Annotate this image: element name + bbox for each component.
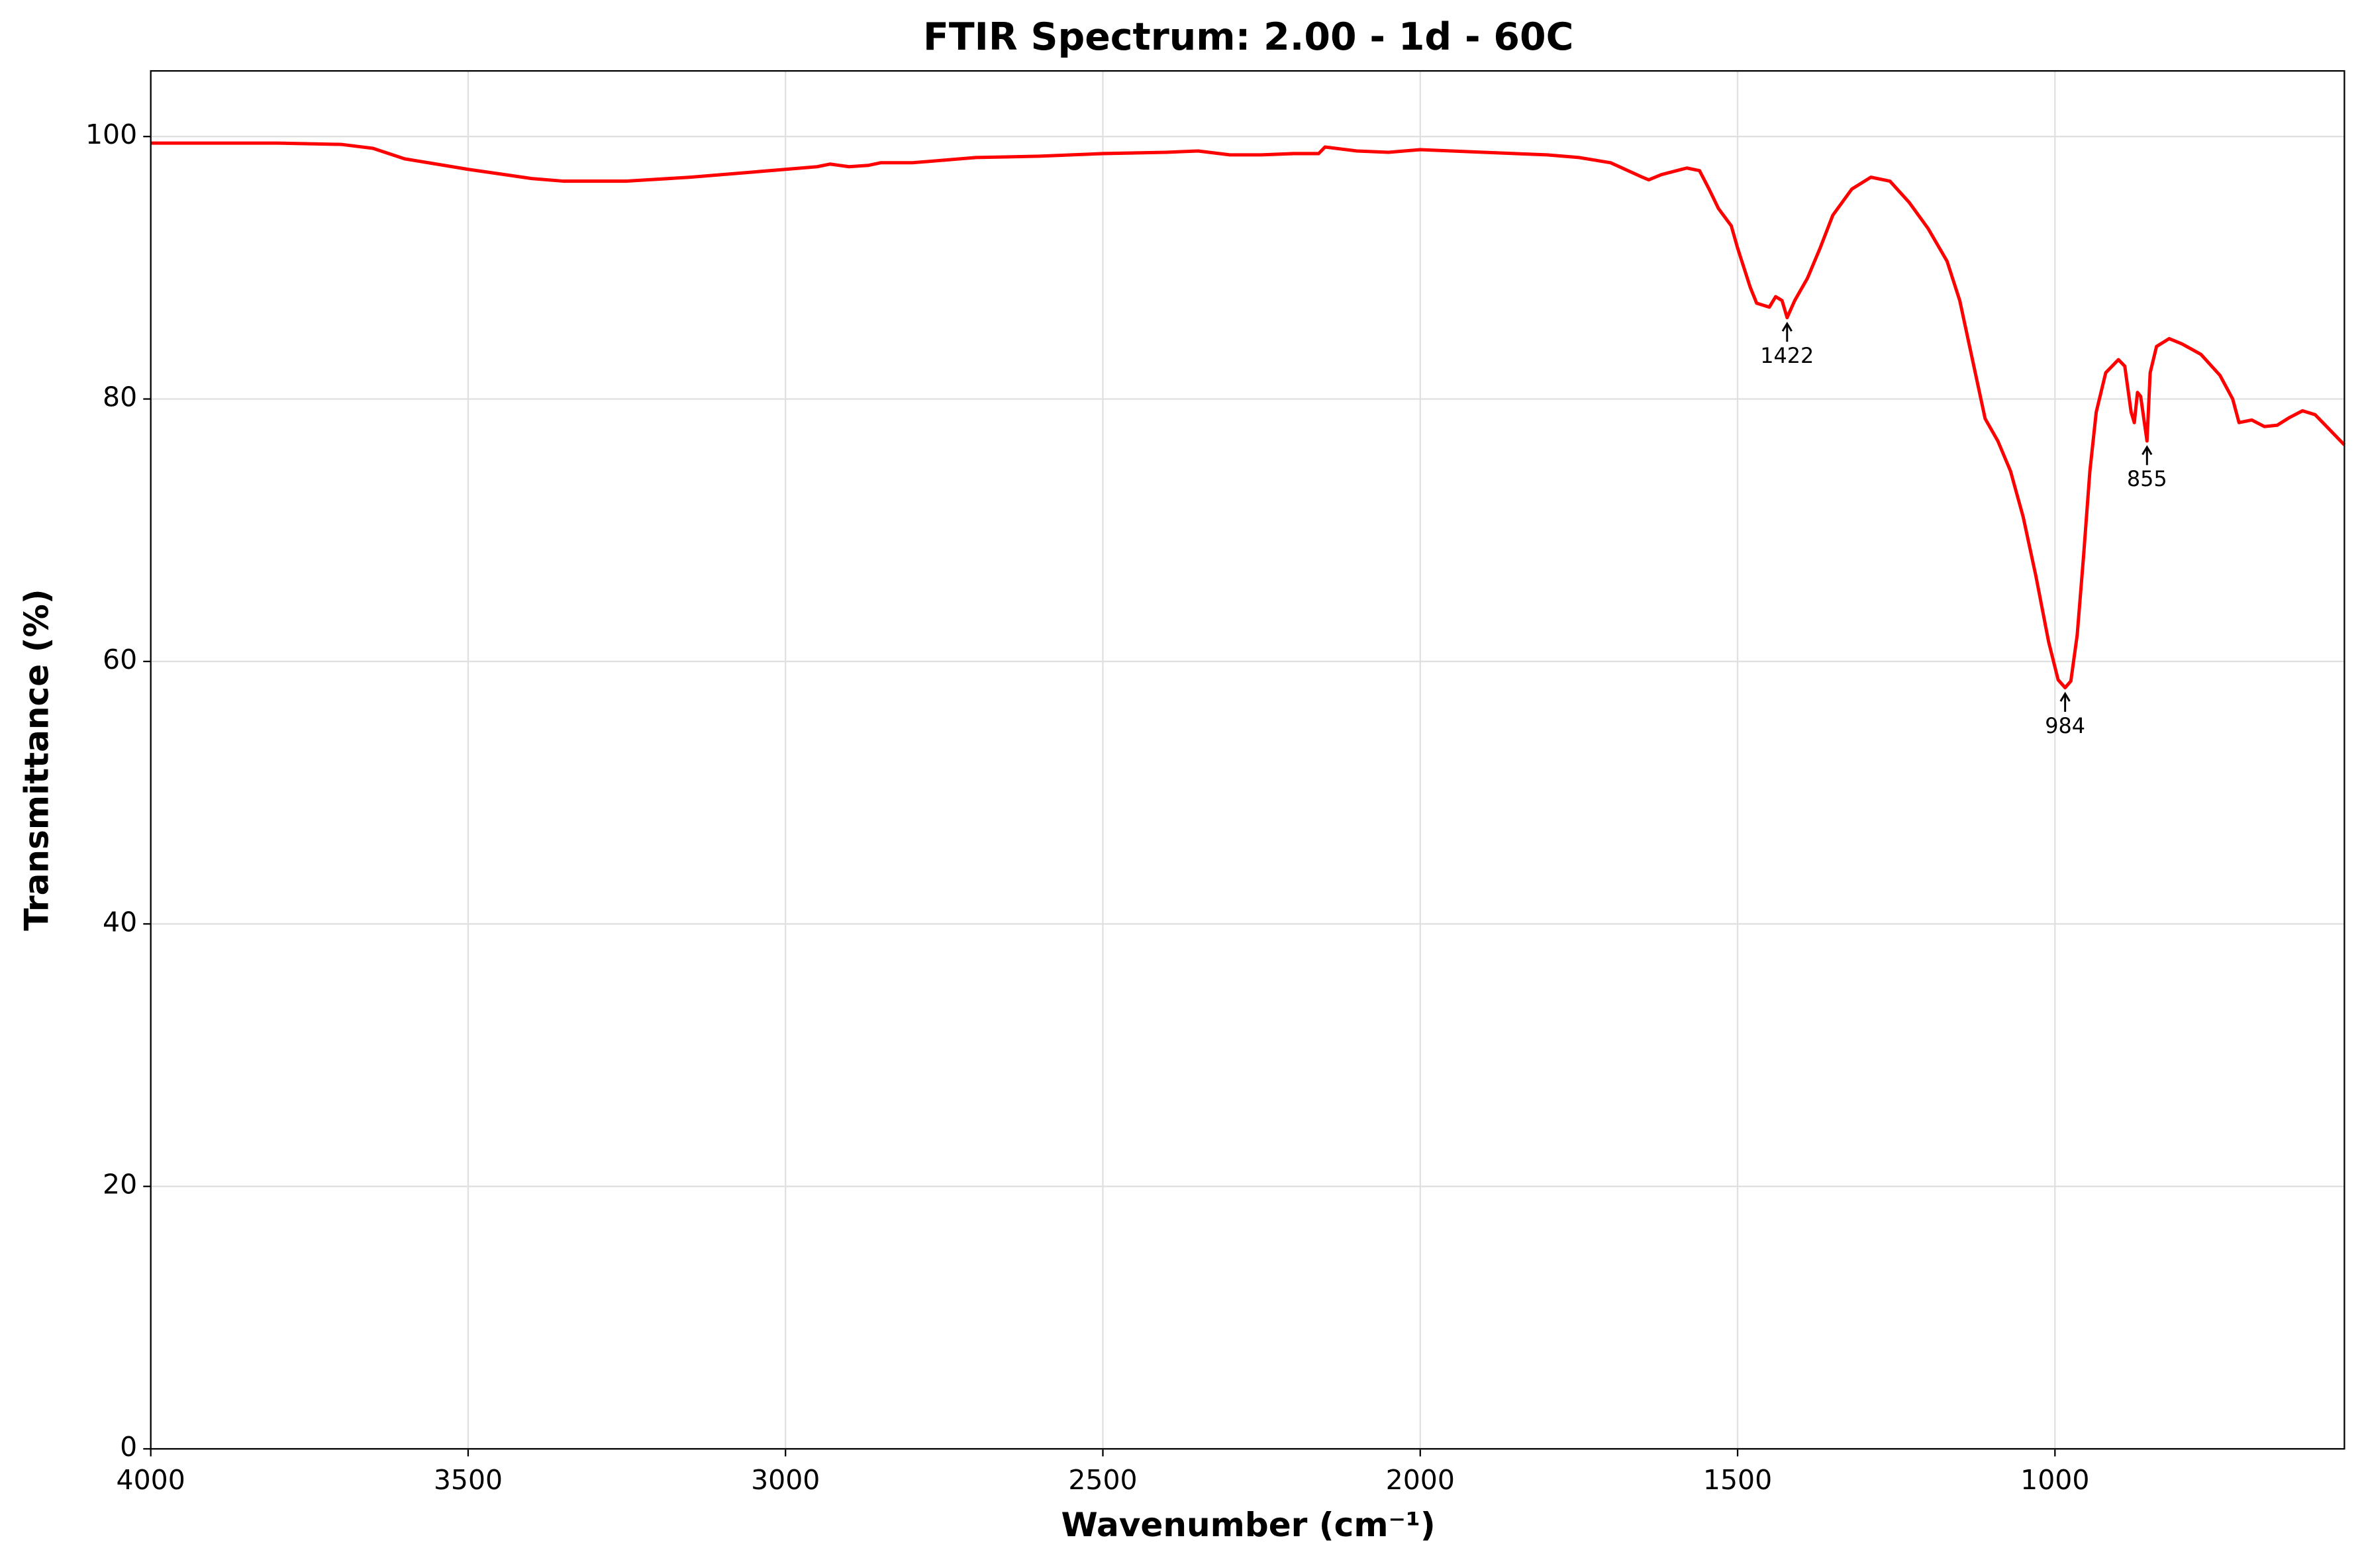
- y-axis-label: Transmittance (%): [18, 589, 56, 930]
- y-tick-label: 0: [120, 1431, 137, 1463]
- plot-frame: [150, 70, 2345, 1450]
- peak-annotation: 855: [2127, 445, 2167, 491]
- x-axis-label: Wavenumber (cm⁻¹): [1061, 1506, 1436, 1544]
- annotation-arrow: [2059, 691, 2071, 712]
- x-tick-label: 3000: [751, 1464, 820, 1496]
- x-tick-label: 3500: [434, 1464, 503, 1496]
- x-tick-label: 2500: [1068, 1464, 1137, 1496]
- y-tick-label: 20: [103, 1169, 137, 1200]
- x-tick-label: 1000: [2020, 1464, 2089, 1496]
- y-tick-label: 40: [103, 906, 137, 938]
- y-tick-label: 60: [103, 644, 137, 675]
- x-tick-label: 1500: [1703, 1464, 1772, 1496]
- annotation-arrow: [1781, 321, 1793, 342]
- x-tick-label: 4000: [117, 1464, 185, 1496]
- annotation-label: 855: [2127, 466, 2167, 491]
- spectrum-line: [150, 141, 2346, 690]
- y-tick-label: 80: [103, 381, 137, 413]
- peak-annotation: 1422: [1760, 321, 1814, 368]
- annotation-arrow: [2142, 445, 2153, 466]
- peak-annotation: 984: [2045, 691, 2085, 738]
- chart-title: FTIR Spectrum: 2.00 - 1d - 60C: [923, 15, 1573, 59]
- annotation-label: 1422: [1760, 343, 1814, 368]
- y-tick-label: 100: [85, 119, 137, 150]
- annotation-label: 984: [2045, 713, 2085, 738]
- x-tick-label: 2000: [1386, 1464, 1455, 1496]
